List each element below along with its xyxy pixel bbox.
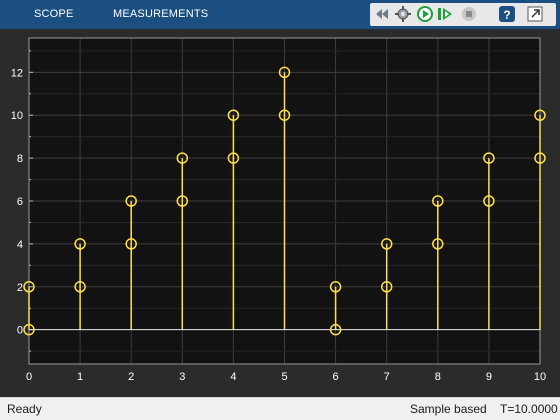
stem-marker <box>329 323 342 336</box>
stem-marker <box>227 152 240 164</box>
y-tick-label: 8 <box>17 153 23 165</box>
run-icon[interactable] <box>416 5 434 23</box>
tab-measurements[interactable]: MEASUREMENTS <box>113 8 209 20</box>
stem-series <box>23 66 546 336</box>
x-tick-label: 9 <box>486 371 492 383</box>
svg-text:?: ? <box>503 8 510 22</box>
x-tick-label: 10 <box>534 371 546 383</box>
y-tick-labels: 0 2 4 6 8 10 12 <box>11 67 23 336</box>
stem-marker <box>74 281 86 293</box>
x-tick-label: 0 <box>26 371 32 383</box>
stem-marker <box>176 152 189 164</box>
stem-marker <box>23 323 35 336</box>
y-tick-label: 6 <box>17 196 23 208</box>
x-tick-label: 4 <box>230 371 236 383</box>
stem-marker <box>483 195 495 207</box>
stem-marker <box>432 195 444 207</box>
status-ready: Ready <box>7 402 42 416</box>
stem-marker <box>176 195 189 207</box>
stem-marker <box>432 238 444 250</box>
settings-icon[interactable] <box>394 5 412 23</box>
stem-marker <box>74 238 86 250</box>
y-tick-label: 0 <box>17 325 23 337</box>
stop-icon[interactable] <box>460 5 478 23</box>
stem-marker <box>534 109 546 121</box>
stem-marker <box>125 238 137 250</box>
scope-toolstrip: SCOPE MEASUREMENTS ? <box>0 0 560 29</box>
y-tick-label: 4 <box>17 239 23 251</box>
stem-marker <box>278 109 291 121</box>
status-mode: Sample based <box>410 402 487 416</box>
help-icon[interactable]: ? <box>498 5 516 23</box>
x-tick-label: 7 <box>384 371 390 383</box>
quick-access-toolbar: ? <box>370 3 556 26</box>
y-tick-label: 10 <box>11 110 23 122</box>
status-time: T=10.0000 <box>500 402 558 416</box>
stem-marker <box>227 109 240 121</box>
x-tick-label: 6 <box>333 371 339 383</box>
stem-marker <box>534 152 546 164</box>
stem-marker <box>125 195 137 207</box>
stem-marker <box>380 238 393 250</box>
x-tick-label: 1 <box>77 371 83 383</box>
stem-marker <box>278 66 291 79</box>
status-bar: Ready Sample based T=10.0000 <box>0 397 560 420</box>
x-tick-label: 8 <box>435 371 441 383</box>
back-forward-icon[interactable] <box>374 5 392 23</box>
undock-icon[interactable] <box>526 5 544 23</box>
stem-marker <box>380 281 393 293</box>
x-tick-label: 3 <box>179 371 185 383</box>
y-tick-label: 12 <box>11 67 23 79</box>
y-tick-label: 2 <box>17 282 23 294</box>
tab-scope[interactable]: SCOPE <box>34 8 74 20</box>
x-tick-label: 2 <box>128 371 134 383</box>
x-tick-labels: 0 1 2 3 4 5 6 7 8 9 10 <box>26 371 546 383</box>
stem-marker <box>483 152 495 164</box>
scope-display: 0 1 2 3 4 5 6 7 8 9 10 0 2 4 6 8 10 12 <box>0 29 560 397</box>
x-tick-label: 5 <box>281 371 287 383</box>
stem-marker <box>23 281 35 293</box>
step-forward-icon[interactable] <box>436 5 454 23</box>
stem-marker <box>329 281 342 293</box>
